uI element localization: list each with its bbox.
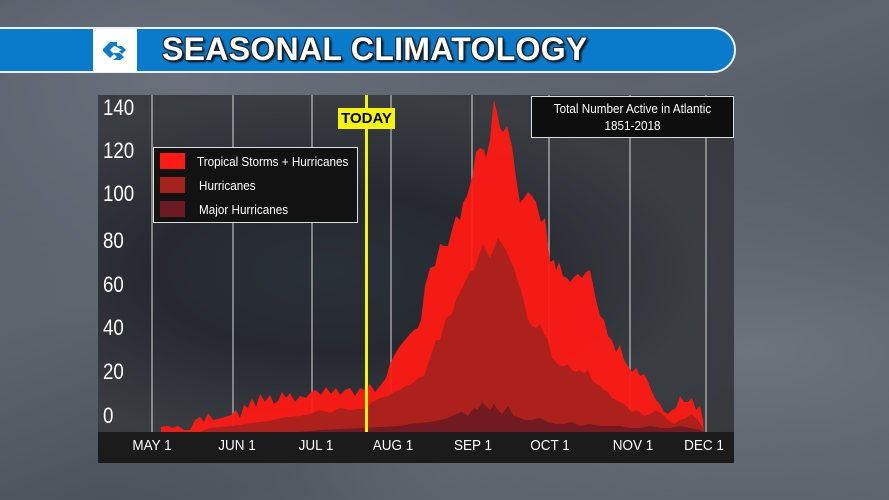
y-tick-80: 80 (103, 228, 124, 253)
y-tick-40: 40 (103, 315, 124, 340)
legend-swatch (160, 177, 185, 193)
y-tick-20: 20 (103, 359, 124, 384)
legend-item-hurricanes: Hurricanes (160, 177, 262, 193)
today-marker: TODAY (338, 108, 395, 129)
chart-title-box: Total Number Active in Atlantic 1851-201… (531, 96, 734, 138)
x-axis-bar (98, 432, 734, 463)
y-tick-120: 120 (103, 138, 135, 163)
y-tick-140: 140 (103, 95, 135, 120)
y-tick-100: 100 (103, 181, 135, 206)
x-tick-nov: NOV 1 (612, 437, 654, 454)
x-tick-oct: OCT 1 (530, 437, 570, 454)
x-tick-aug: AUG 1 (372, 437, 414, 454)
legend-label: Major Hurricanes (199, 201, 289, 217)
legend-item-major-hurricanes: Major Hurricanes (160, 201, 298, 217)
chart-title: Total Number Active in Atlantic (553, 101, 712, 116)
series-major-hurricanes (300, 402, 704, 432)
legend-item-tropical-storms: Tropical Storms + Hurricanes (160, 153, 365, 169)
x-tick-jul: JUL 1 (298, 437, 334, 454)
chart-subtitle: 1851-2018 (604, 118, 661, 133)
x-tick-dec: DEC 1 (684, 437, 724, 454)
station-logo-icon (93, 29, 137, 72)
legend-swatch (160, 153, 185, 169)
series-hurricanes (200, 238, 704, 432)
legend-label: Hurricanes (199, 177, 256, 193)
legend-swatch (160, 201, 185, 217)
x-tick-sep: SEP 1 (453, 437, 493, 454)
chart-legend: Tropical Storms + Hurricanes Hurricanes … (153, 147, 358, 223)
x-tick-jun: JUN 1 (218, 437, 256, 454)
y-tick-60: 60 (103, 272, 124, 297)
series-tropical-storms-hurricanes (161, 100, 704, 432)
x-tick-may: MAY 1 (132, 437, 172, 454)
page-title: SEASONAL CLIMATOLOGY (162, 31, 588, 67)
y-tick-0: 0 (103, 403, 114, 428)
legend-label: Tropical Storms + Hurricanes (197, 153, 349, 169)
